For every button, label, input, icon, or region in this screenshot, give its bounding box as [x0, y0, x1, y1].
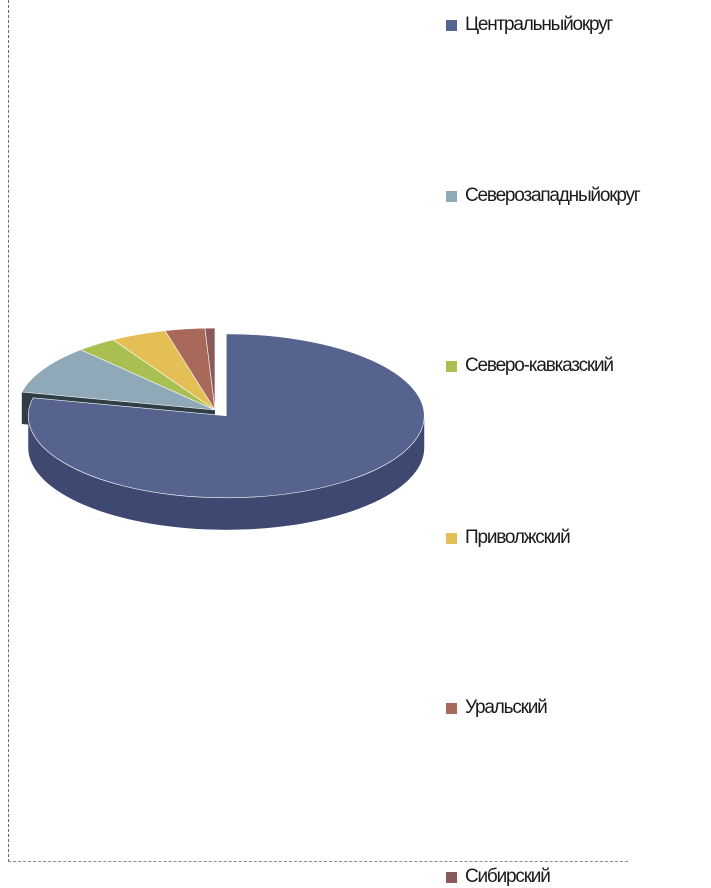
- legend-label: Центральныйокруг: [465, 14, 613, 35]
- plot-area-bottom-border: [8, 861, 628, 862]
- legend-item: Уральский: [446, 697, 548, 719]
- legend-swatch: [446, 360, 457, 372]
- pie-slice: [204, 327, 216, 411]
- legend-label: Северо-кавказский: [465, 355, 614, 376]
- legend-swatch: [446, 702, 457, 714]
- legend-label: Сибирский: [465, 866, 551, 887]
- pie-slice: [21, 349, 216, 411]
- legend-item: Северозападныйокруг: [446, 185, 641, 207]
- pie-slice: [27, 333, 425, 499]
- legend-label: Приволжский: [465, 527, 571, 548]
- legend-swatch: [446, 190, 457, 202]
- legend-swatch: [446, 871, 457, 883]
- legend-item: Северо-кавказский: [446, 355, 614, 377]
- legend-item: Центральныйокруг: [446, 14, 613, 36]
- pie-slice-side: [28, 415, 425, 530]
- legend-swatch: [446, 532, 457, 544]
- legend-label: Уральский: [465, 697, 548, 718]
- legend-label: Северозападныйокруг: [465, 185, 641, 206]
- legend-item: Приволжский: [446, 527, 571, 549]
- plot-area-left-border: [8, 0, 9, 862]
- legend-item: Сибирский: [446, 866, 551, 888]
- legend-swatch: [446, 19, 457, 31]
